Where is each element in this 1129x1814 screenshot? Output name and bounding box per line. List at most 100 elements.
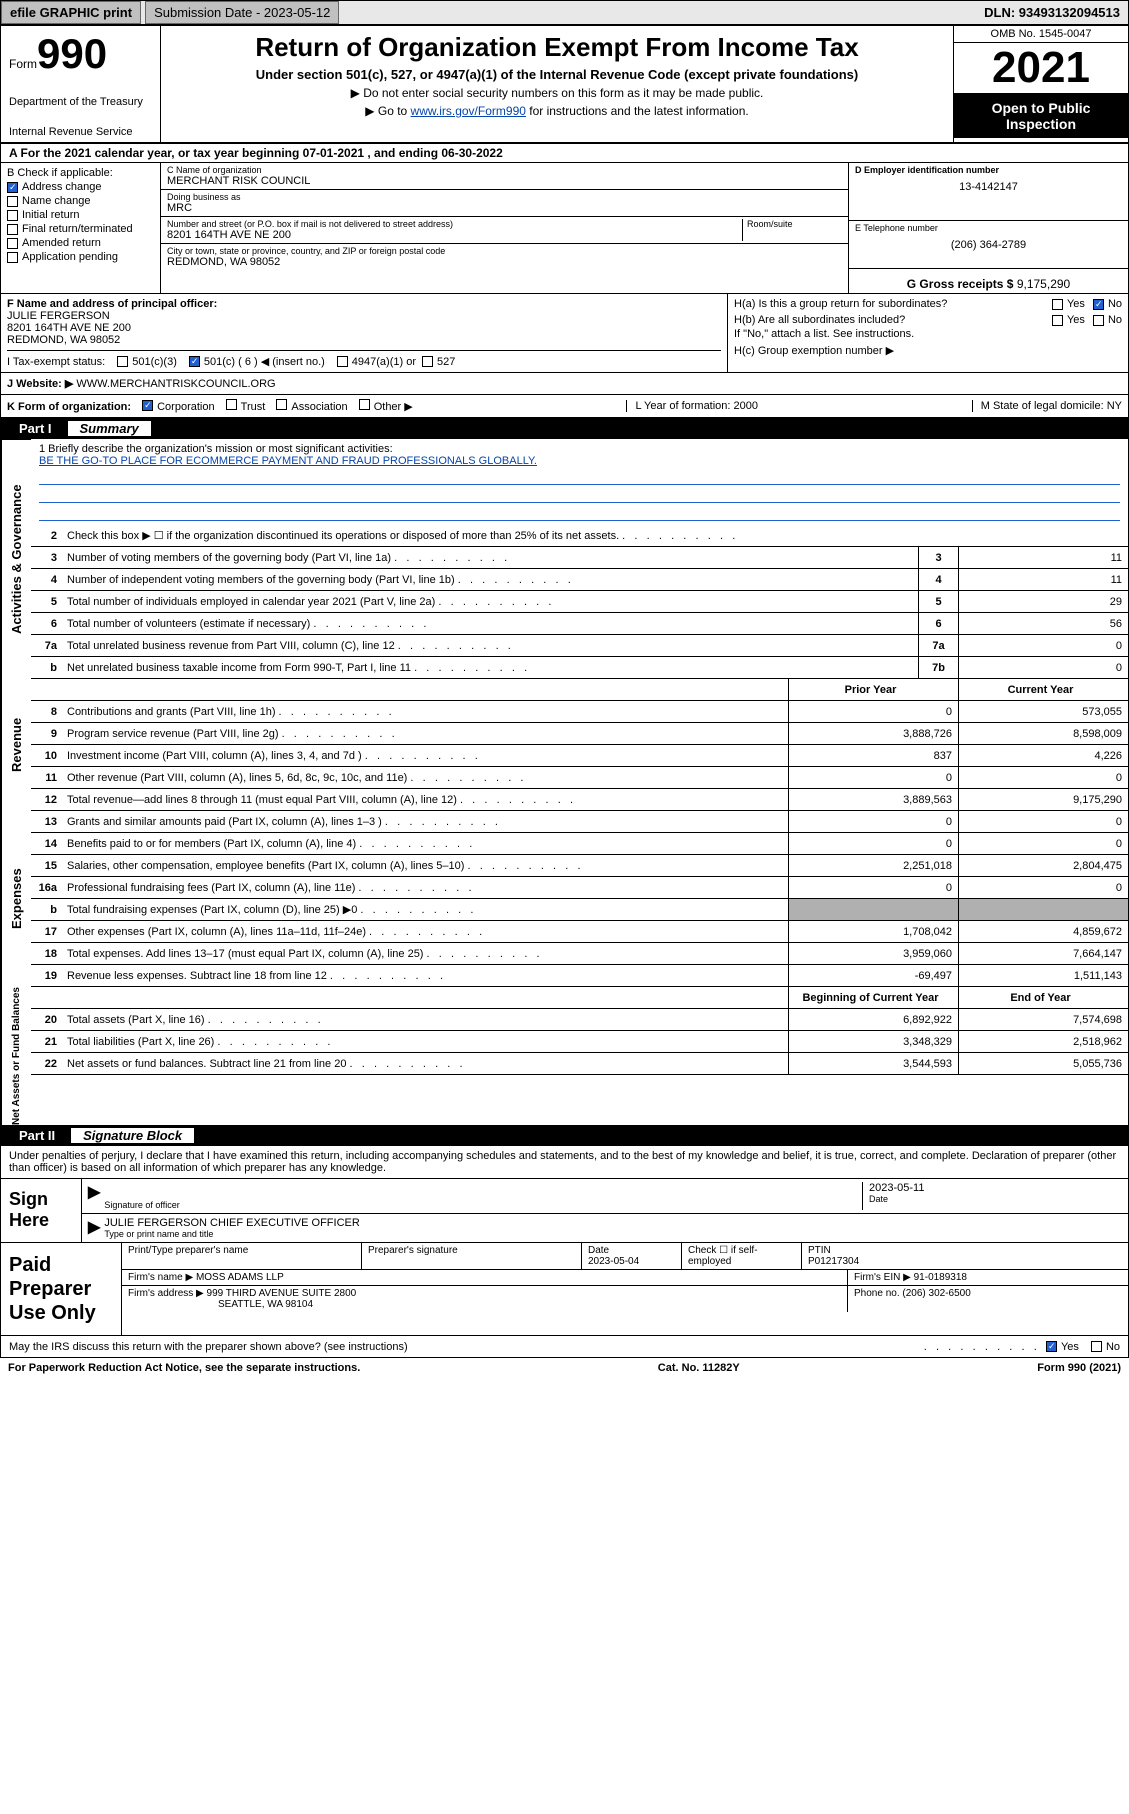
form-number: 990 [37, 30, 107, 77]
check-other[interactable] [359, 399, 370, 410]
part1-header: Part I Summary [1, 418, 1128, 439]
hb-label: H(b) Are all subordinates included? [734, 314, 1052, 326]
sign-here-label: Sign Here [1, 1179, 81, 1242]
dba-name: MRC [167, 202, 842, 214]
instr-link: ▶ Go to www.irs.gov/Form990 for instruct… [167, 104, 947, 118]
hdr-prior: Prior Year [788, 679, 958, 700]
discuss-label: May the IRS discuss this return with the… [9, 1341, 921, 1353]
open-inspection: Open to Public Inspection [954, 94, 1128, 138]
table-row: 14 Benefits paid to or for members (Part… [31, 833, 1128, 855]
check-trust[interactable] [226, 399, 237, 410]
hb-no-check[interactable] [1093, 315, 1104, 326]
discuss-no[interactable] [1091, 1341, 1102, 1352]
gov-row: 4 Number of independent voting members o… [31, 569, 1128, 591]
city-val: REDMOND, WA 98052 [167, 256, 842, 268]
vtab-netassets: Net Assets or Fund Balances [1, 987, 31, 1125]
dba-label: Doing business as [167, 192, 842, 202]
check-initial-return[interactable] [7, 210, 18, 221]
penalties-text: Under penalties of perjury, I declare th… [1, 1146, 1128, 1179]
check-pending[interactable] [7, 252, 18, 263]
table-row: 13 Grants and similar amounts paid (Part… [31, 811, 1128, 833]
k-label: K Form of organization: [7, 401, 131, 413]
firm-addr2: SEATTLE, WA 98104 [218, 1299, 313, 1310]
section-bcd: B Check if applicable: Address change Na… [1, 163, 1128, 294]
table-row: 8 Contributions and grants (Part VIII, l… [31, 701, 1128, 723]
table-row: 11 Other revenue (Part VIII, column (A),… [31, 767, 1128, 789]
check-address-change[interactable] [7, 182, 18, 193]
firm-name: MOSS ADAMS LLP [196, 1272, 284, 1283]
form-title: Return of Organization Exempt From Incom… [167, 32, 947, 63]
discuss-yes[interactable] [1046, 1341, 1057, 1352]
dept-treasury: Department of the Treasury [9, 96, 152, 108]
ha-yes-check[interactable] [1052, 299, 1063, 310]
table-row: 16a Professional fundraising fees (Part … [31, 877, 1128, 899]
table-row: b Total fundraising expenses (Part IX, c… [31, 899, 1128, 921]
table-row: 17 Other expenses (Part IX, column (A), … [31, 921, 1128, 943]
j-label: J Website: ▶ [7, 377, 73, 390]
footer-right: Form 990 (2021) [1037, 1362, 1121, 1374]
hc-label: H(c) Group exemption number ▶ [734, 344, 1122, 357]
irs-link[interactable]: www.irs.gov/Form990 [411, 104, 526, 118]
city-label: City or town, state or province, country… [167, 246, 842, 256]
instr-ssn: ▶ Do not enter social security numbers o… [167, 86, 947, 100]
table-row: 9 Program service revenue (Part VIII, li… [31, 723, 1128, 745]
tax-year: 2021 [954, 43, 1128, 94]
b-label: B Check if applicable: [7, 167, 154, 179]
ha-no-check[interactable] [1093, 299, 1104, 310]
c-name-label: C Name of organization [167, 165, 842, 175]
table-row: 21 Total liabilities (Part X, line 26) 3… [31, 1031, 1128, 1053]
website-url: WWW.MERCHANTRISKCOUNCIL.ORG [76, 378, 275, 390]
form-container: Form990 Department of the Treasury Inter… [0, 25, 1129, 1358]
omb-number: OMB No. 1545-0047 [954, 26, 1128, 43]
dln: DLN: 93493132094513 [976, 2, 1128, 23]
part2-header: Part II Signature Block [1, 1125, 1128, 1146]
officer-addr1: 8201 164TH AVE NE 200 [7, 322, 721, 334]
gov-row: 2 Check this box ▶ ☐ if the organization… [31, 525, 1128, 547]
prep-date: 2023-05-04 [588, 1256, 639, 1267]
row-a-period: A For the 2021 calendar year, or tax yea… [1, 144, 1128, 163]
name-title-label: Type or print name and title [104, 1229, 1122, 1239]
check-4947[interactable] [337, 356, 348, 367]
form-subtitle: Under section 501(c), 527, or 4947(a)(1)… [167, 67, 947, 82]
check-amended[interactable] [7, 238, 18, 249]
check-corp[interactable] [142, 400, 153, 411]
gov-row: b Net unrelated business taxable income … [31, 657, 1128, 679]
hb-yes-check[interactable] [1052, 315, 1063, 326]
check-527[interactable] [422, 356, 433, 367]
table-row: 10 Investment income (Part VIII, column … [31, 745, 1128, 767]
self-emp-check: Check ☐ if self-employed [682, 1243, 802, 1269]
officer-name-title: JULIE FERGERSON CHIEF EXECUTIVE OFFICER [104, 1217, 1122, 1229]
hdr-begin: Beginning of Current Year [788, 987, 958, 1008]
form-header: Form990 Department of the Treasury Inter… [1, 26, 1128, 144]
check-assoc[interactable] [276, 399, 287, 410]
b-checklist: Address change Name change Initial retur… [7, 181, 154, 263]
ha-label: H(a) Is this a group return for subordin… [734, 298, 1052, 310]
gov-row: 6 Total number of volunteers (estimate i… [31, 613, 1128, 635]
firm-phone: (206) 302-6500 [902, 1288, 970, 1299]
check-501c[interactable] [189, 356, 200, 367]
paid-preparer-label: Paid Preparer Use Only [1, 1243, 121, 1335]
efile-print-button[interactable]: efile GRAPHIC print [1, 1, 141, 24]
page-footer: For Paperwork Reduction Act Notice, see … [0, 1358, 1129, 1378]
sig-date: 2023-05-11 [869, 1182, 1122, 1194]
table-row: 15 Salaries, other compensation, employe… [31, 855, 1128, 877]
vtab-governance: Activities & Governance [1, 439, 31, 679]
check-final-return[interactable] [7, 224, 18, 235]
table-row: 19 Revenue less expenses. Subtract line … [31, 965, 1128, 987]
phone-value: (206) 364-2789 [855, 239, 1122, 251]
street-addr: 8201 164TH AVE NE 200 [167, 229, 742, 241]
table-row: 20 Total assets (Part X, line 16) 6,892,… [31, 1009, 1128, 1031]
footer-left: For Paperwork Reduction Act Notice, see … [8, 1362, 360, 1374]
l-year: L Year of formation: 2000 [626, 400, 758, 412]
footer-mid: Cat. No. 11282Y [658, 1362, 740, 1374]
prep-sig-label: Preparer's signature [362, 1243, 582, 1269]
ptin: P01217304 [808, 1256, 859, 1267]
form-word: Form [9, 57, 37, 71]
f-label: F Name and address of principal officer: [7, 298, 217, 310]
check-501c3[interactable] [117, 356, 128, 367]
street-label: Number and street (or P.O. box if mail i… [167, 219, 742, 229]
mission-answer: BE THE GO-TO PLACE FOR ECOMMERCE PAYMENT… [39, 455, 1120, 467]
g-gross-label: G Gross receipts $ [907, 277, 1014, 291]
irs-label: Internal Revenue Service [9, 126, 152, 138]
check-name-change[interactable] [7, 196, 18, 207]
